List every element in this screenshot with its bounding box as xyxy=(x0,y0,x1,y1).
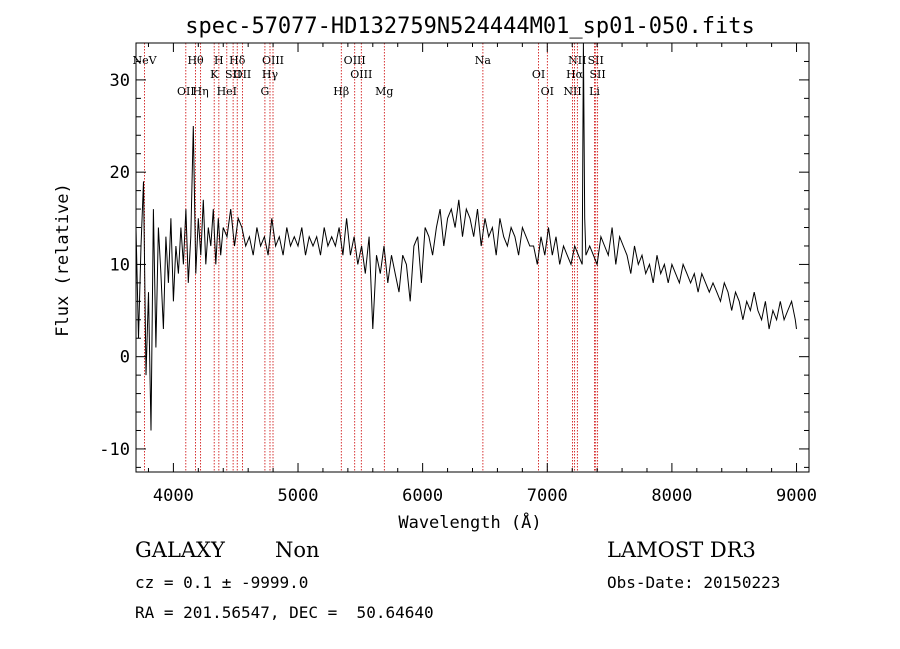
line-label-oiii: OIII xyxy=(344,54,366,67)
line-label-mg: Mg xyxy=(375,85,393,98)
chart-title: spec-57077-HD132759N524444M01_sp01-050.f… xyxy=(185,14,755,39)
x-tick-label: 5000 xyxy=(278,486,319,506)
coordinates-text: RA = 201.56547, DEC = 50.64640 xyxy=(135,603,434,622)
object-subclass: Non xyxy=(275,538,320,562)
survey-label: LAMOST DR3 xyxy=(607,538,756,562)
y-tick-label: -10 xyxy=(99,440,130,460)
line-label-oii: OII xyxy=(234,68,252,81)
line-label-hβ: Hβ xyxy=(333,85,349,98)
line-label-na: Na xyxy=(475,54,492,67)
plot-frame xyxy=(135,42,810,473)
line-label-k: K xyxy=(210,68,219,81)
x-tick-label: 6000 xyxy=(402,486,443,506)
line-label-sii: SII xyxy=(225,68,241,81)
x-tick-label: 8000 xyxy=(651,486,692,506)
redshift-text: cz = 0.1 ± -9999.0 xyxy=(135,573,309,592)
x-axis-label: Wavelength (Å) xyxy=(398,511,541,533)
line-label-hθ: Hθ xyxy=(187,54,204,67)
x-tick-label: 4000 xyxy=(153,486,194,506)
y-tick-label: 20 xyxy=(110,163,130,183)
line-label-li: Li xyxy=(589,85,600,98)
y-tick-label: 10 xyxy=(110,255,130,275)
line-label-g: G xyxy=(261,85,270,98)
line-label-oiii: OIII xyxy=(262,54,284,67)
x-tick-label: 9000 xyxy=(776,486,817,506)
y-axis-label: Flux (relative) xyxy=(53,183,73,337)
line-label-hα: Hα xyxy=(566,68,584,81)
x-tick-label: 7000 xyxy=(527,486,568,506)
line-label-oiii: OIII xyxy=(350,68,372,81)
spectrum-series-line xyxy=(135,42,797,431)
object-class: GALAXY xyxy=(135,538,225,562)
line-label-hη: Hη xyxy=(193,85,209,98)
line-label-sii: SII xyxy=(588,54,604,67)
line-label-sii: SII xyxy=(590,68,606,81)
line-label-hδ: Hδ xyxy=(229,54,246,67)
line-label-hγ: Hγ xyxy=(262,68,279,81)
y-tick-label: 0 xyxy=(120,348,130,368)
line-label-oi: OI xyxy=(541,85,554,98)
observation-date: Obs-Date: 20150223 xyxy=(607,573,781,592)
line-label-nev: NeV xyxy=(133,54,158,67)
line-label-nii: NII xyxy=(563,85,581,98)
line-label-hei: HeI xyxy=(217,85,237,98)
line-label-h: H xyxy=(214,54,224,67)
line-label-oi: OI xyxy=(532,68,545,81)
line-label-oii: OII xyxy=(177,85,195,98)
y-tick-label: 30 xyxy=(110,71,130,91)
line-label-nii: NII xyxy=(568,54,586,67)
emission-line-markers: NeVOIIHθOIIHηHKHeIHδSIIGOIIIHγHβOIIIOIII… xyxy=(133,43,606,472)
axis-ticks: 4000 5000 6000 7000 8000 9000 -10 0 10 20 30 xyxy=(99,42,817,506)
